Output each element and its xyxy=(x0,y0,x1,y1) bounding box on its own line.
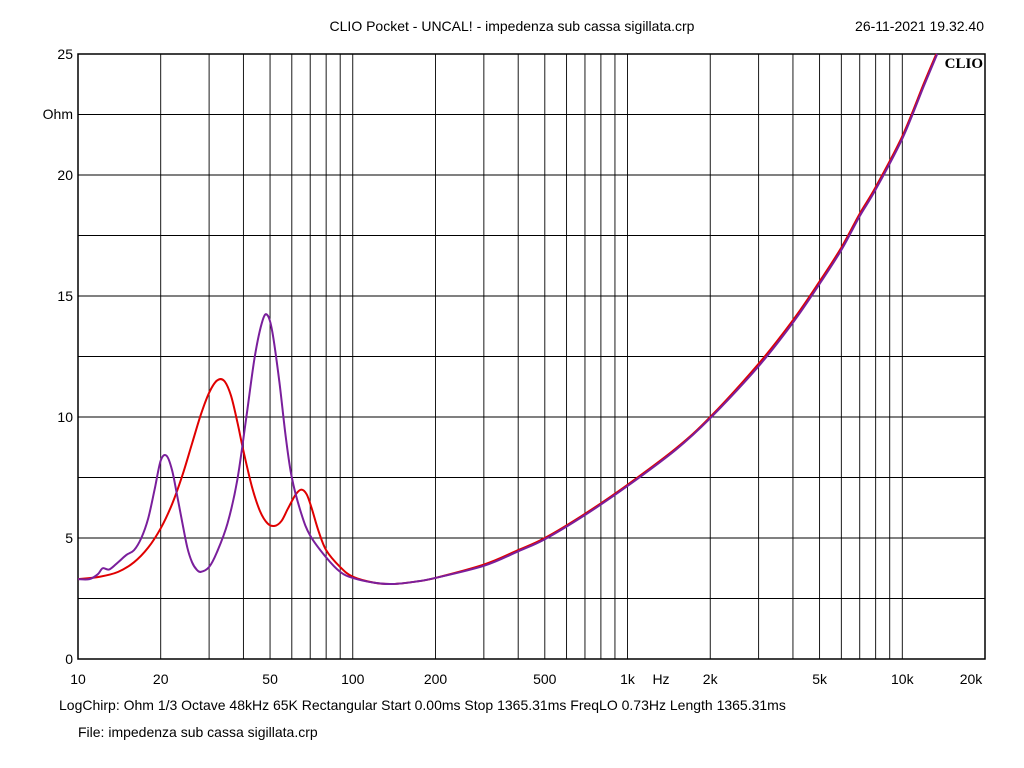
x-tick-label: 20k xyxy=(960,671,984,687)
y-axis-label: Ohm xyxy=(43,106,73,122)
y-tick-label: 15 xyxy=(57,288,73,304)
chart-title: CLIO Pocket - UNCAL! - impedenza sub cas… xyxy=(329,18,695,34)
y-tick-label: 0 xyxy=(65,651,73,667)
timestamp: 26-11-2021 19.32.40 xyxy=(855,18,984,34)
y-tick-labels: 0 5 10 15 20 25 xyxy=(57,46,73,667)
y-tick-label: 5 xyxy=(65,530,73,546)
file-name: File: impedenza sub cassa sigillata.crp xyxy=(78,724,318,740)
curves xyxy=(77,53,939,586)
plot-frame xyxy=(77,53,986,660)
x-tick-label: 1k xyxy=(620,671,636,687)
y-tick-label: 25 xyxy=(57,46,73,62)
x-tick-label: 10 xyxy=(70,671,86,687)
x-tick-label: 20 xyxy=(153,671,169,687)
x-tick-label: 2k xyxy=(703,671,719,687)
grid-lines xyxy=(78,54,985,659)
measurement-info: LogChirp: Ohm 1/3 Octave 48kHz 65K Recta… xyxy=(59,697,786,713)
clio-logo: CLIO xyxy=(945,56,983,72)
x-tick-labels: 10 20 50 100 200 500 1k 2k 5k 10k 20k xyxy=(70,671,983,687)
x-tick-label: 200 xyxy=(424,671,448,687)
x-tick-label: 500 xyxy=(533,671,557,687)
impedance-curve-2 xyxy=(77,53,939,586)
impedance-curve-1 xyxy=(77,53,938,586)
x-axis-unit: Hz xyxy=(652,671,669,687)
x-tick-label: 50 xyxy=(262,671,278,687)
x-tick-label: 10k xyxy=(891,671,915,687)
y-tick-label: 20 xyxy=(57,167,73,183)
y-tick-label: 10 xyxy=(57,409,73,425)
x-tick-label: 5k xyxy=(812,671,828,687)
x-tick-label: 100 xyxy=(341,671,365,687)
